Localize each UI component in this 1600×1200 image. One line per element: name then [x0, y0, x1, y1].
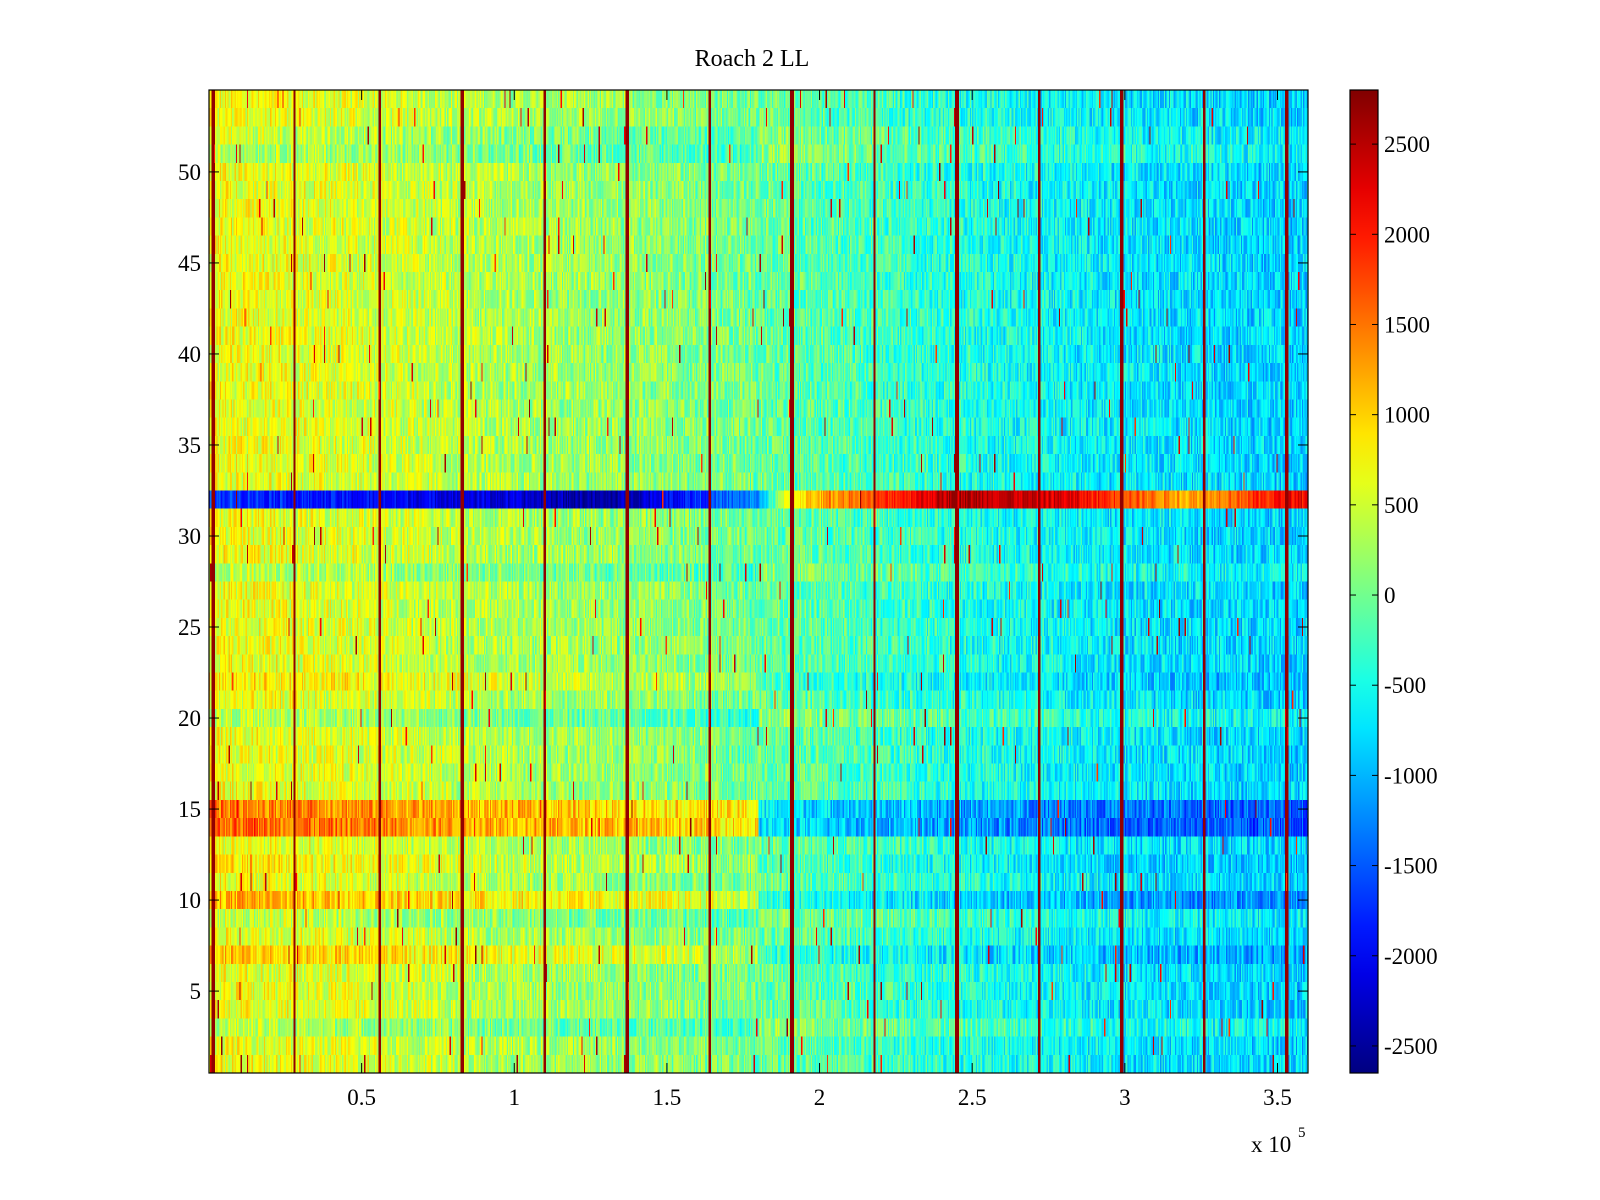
x-tick-label: 3.5 [1263, 1085, 1292, 1110]
y-tick-label: 25 [178, 615, 201, 640]
x-tick-label: 2 [814, 1085, 826, 1110]
y-tick-label: 5 [190, 979, 202, 1004]
y-tick-label: 30 [178, 524, 201, 549]
colorbar-tick-label: -2500 [1384, 1034, 1438, 1059]
colorbar-tick-label: -1000 [1384, 763, 1438, 788]
colorbar-tick-label: 0 [1384, 583, 1396, 608]
heatmap-plot-area: 0.5 1 1.5 2 2.5 3 3.5 5 10 15 20 25 30 35 40 45 50 x 10… [178, 89, 1309, 1157]
y-tick-label: 45 [178, 251, 201, 276]
colorbar-tick-label: 1500 [1384, 312, 1430, 337]
y-axis: 5 10 15 20 25 30 35 40 45 50 [178, 160, 1308, 1004]
x-axis: 0.5 1 1.5 2 2.5 3 3.5 [347, 90, 1292, 1110]
colorbar-tick-label: 1000 [1384, 403, 1430, 428]
x-exponent-base: x 10 [1251, 1132, 1291, 1157]
y-tick-label: 35 [178, 433, 201, 458]
y-tick-label: 10 [178, 888, 201, 913]
colorbar: 2500 2000 1500 1000 500 0 -500 -1000 -1500 -2000 -… [1349, 89, 1438, 1074]
heatmap-cells [209, 90, 1308, 1073]
colorbar-tick-label: 500 [1384, 493, 1419, 518]
x-tick-label: 1.5 [653, 1085, 682, 1110]
colorbar-tick-label: -1500 [1384, 854, 1438, 879]
y-tick-label: 40 [178, 342, 201, 367]
colorbar-ticks: 2500 2000 1500 1000 500 0 -500 -1000 -1500 -2000 -… [1350, 132, 1438, 1059]
x-tick-label: 0.5 [347, 1085, 376, 1110]
x-tick-label: 1 [509, 1085, 521, 1110]
y-tick-label: 15 [178, 797, 201, 822]
x-exponent-power: 5 [1298, 1125, 1306, 1141]
y-tick-label: 50 [178, 160, 201, 185]
x-tick-label: 2.5 [958, 1085, 987, 1110]
colorbar-tick-label: -2000 [1384, 944, 1438, 969]
chart-title: Roach 2 LL [695, 46, 810, 72]
y-tick-label: 20 [178, 706, 201, 731]
colorbar-tick-label: 2500 [1384, 132, 1430, 157]
colorbar-tick-label: 2000 [1384, 222, 1430, 247]
colorbar-tick-label: -500 [1384, 673, 1426, 698]
x-tick-label: 3 [1119, 1085, 1131, 1110]
colorbar-gradient [1349, 89, 1379, 1074]
plot-frame [208, 89, 1309, 1074]
